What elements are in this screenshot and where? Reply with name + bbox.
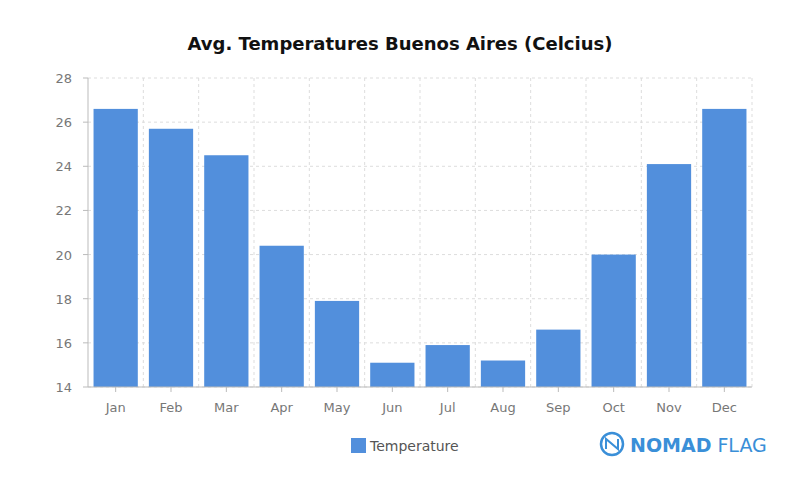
x-axis — [88, 387, 752, 388]
logo-text: FLAG — [717, 434, 766, 456]
tick-mark — [83, 342, 88, 343]
category-label: Dec — [712, 400, 737, 415]
grid-line-vertical — [143, 78, 144, 387]
tick-mark — [83, 254, 88, 255]
x-tick-mark — [115, 387, 116, 392]
x-tick-mark — [724, 387, 725, 392]
category-label: Aug — [490, 400, 515, 415]
x-tick-mark — [281, 387, 282, 392]
grid-line-vertical — [420, 78, 421, 387]
category-label: May — [324, 400, 351, 415]
title: Avg. Temperatures Buenos Aires (Celcius) — [188, 33, 613, 54]
tick-label: 18 — [55, 292, 72, 307]
x-tick-mark — [669, 387, 670, 392]
bar — [204, 155, 248, 387]
tick-label: 22 — [55, 203, 72, 218]
x-tick-mark — [613, 387, 614, 392]
logo-icon — [601, 433, 623, 455]
x-tick-mark — [392, 387, 393, 392]
x-tick-mark — [226, 387, 227, 392]
grid-line-vertical — [198, 78, 199, 387]
tick-label: 14 — [55, 380, 72, 395]
legend-label: Temperature — [369, 438, 459, 454]
bar — [426, 345, 470, 387]
tick-label: 24 — [55, 159, 72, 174]
bar — [592, 255, 636, 387]
tick-mark — [83, 166, 88, 167]
bar — [370, 363, 414, 387]
grid-line-vertical — [530, 78, 531, 387]
grid-line-vertical — [309, 78, 310, 387]
category-label: Feb — [159, 400, 182, 415]
bar — [94, 109, 138, 387]
grid-line — [88, 387, 752, 388]
bar — [149, 129, 193, 387]
tick-label: 26 — [55, 115, 72, 130]
bar — [481, 361, 525, 387]
category-label: Jan — [105, 400, 126, 415]
grid-line-vertical — [696, 78, 697, 387]
category-label: Apr — [270, 400, 293, 415]
tick-mark — [83, 78, 88, 79]
tick-mark — [83, 298, 88, 299]
grid-line-vertical — [254, 78, 255, 387]
category-label: Nov — [656, 400, 682, 415]
x-tick-mark — [558, 387, 559, 392]
category-label: Mar — [214, 400, 239, 415]
tick-mark — [83, 210, 88, 211]
x-tick-mark — [337, 387, 338, 392]
x-tick-mark — [503, 387, 504, 392]
category-label: Jul — [439, 400, 456, 415]
tick-label: 28 — [55, 71, 72, 86]
category-label: Jun — [381, 400, 402, 415]
bar — [315, 301, 359, 387]
x-tick-mark — [447, 387, 448, 392]
grid-line-vertical — [364, 78, 365, 387]
tick-label: 16 — [55, 336, 72, 351]
chart: Avg. Temperatures Buenos Aires (Celcius)… — [0, 0, 800, 500]
grid-line-vertical — [586, 78, 587, 387]
tick-label: 20 — [55, 248, 72, 263]
tick-mark — [83, 122, 88, 123]
bar — [536, 330, 580, 387]
logo-text: NOMAD — [630, 434, 711, 456]
bar — [702, 109, 746, 387]
grid-line-vertical — [475, 78, 476, 387]
bars — [94, 109, 747, 387]
legend-swatch — [351, 438, 366, 453]
bar — [647, 164, 691, 387]
x-tick-mark — [171, 387, 172, 392]
logo-icon-mark — [606, 439, 618, 449]
grid-line-vertical — [752, 78, 753, 387]
grid-line-vertical — [641, 78, 642, 387]
y-axis — [88, 78, 89, 387]
bar — [260, 246, 304, 387]
logo: NOMAD FLAG — [601, 433, 767, 456]
category-label: Oct — [602, 400, 624, 415]
chart-root: Avg. Temperatures Buenos Aires (Celcius)… — [0, 0, 800, 500]
category-label: Sep — [546, 400, 571, 415]
tick-mark — [83, 387, 88, 388]
